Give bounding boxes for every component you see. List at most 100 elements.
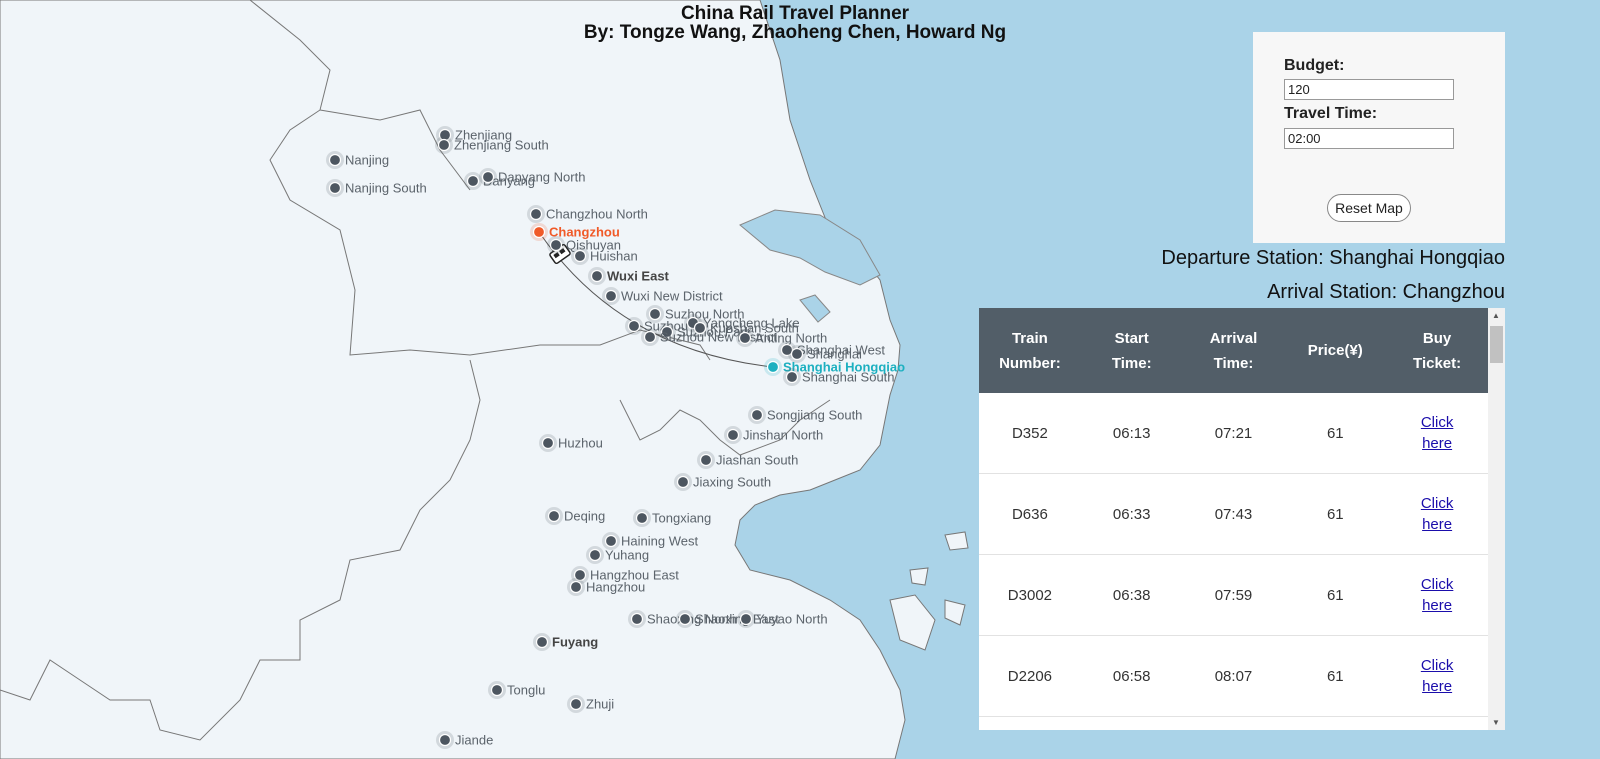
table-row: D636 06:33 07:43 61 Click here [979,473,1488,555]
station-marker[interactable] [678,612,692,626]
station-marker[interactable] [569,580,583,594]
station-marker[interactable] [532,225,546,239]
station-label: Danyang [483,174,535,189]
station-marker[interactable] [790,347,804,361]
station-marker[interactable] [726,428,740,442]
reset-map-button[interactable]: Reset Map [1327,194,1411,222]
station-marker[interactable] [630,612,644,626]
cell-start: 06:13 [1080,393,1183,474]
station-label: Nanjing South [345,181,427,196]
station-marker[interactable] [481,170,495,184]
station-label: Nanjing [345,153,389,168]
arrival-station-text: Arrival Station: Changzhou [1267,281,1505,303]
station-label: Deqing [564,509,605,524]
cell-start: 06:58 [1080,635,1183,717]
station-label: Hangzhou [586,580,645,595]
station-marker[interactable] [541,436,555,450]
cell-train: D352 [979,393,1081,474]
province-border [249,0,711,361]
link-text: here [1422,435,1453,452]
station-label: Jiashan South [716,453,798,468]
station-marker[interactable] [573,249,587,263]
station-marker[interactable] [328,181,342,195]
station-marker[interactable] [328,153,342,167]
column-header-line: Price(¥) [1307,342,1363,359]
province-border [619,399,831,456]
station-marker[interactable] [648,307,662,321]
cell-train: D2206 [979,635,1081,717]
station-marker[interactable] [588,548,602,562]
column-header-line: Train [1011,329,1048,347]
column-header-line: Time: [1111,354,1152,372]
buy-ticket-link[interactable]: Click here [1421,495,1454,533]
station-marker[interactable] [627,319,641,333]
cell-buy: Click here [1386,473,1488,555]
station-marker[interactable] [438,733,452,747]
station-marker[interactable] [437,138,451,152]
column-header: Start Time: [1080,308,1183,393]
budget-input[interactable] [1284,79,1454,100]
controls-panel: Budget: Travel Time: Reset Map [1253,32,1505,243]
station-marker[interactable] [739,612,753,626]
cell-train: D3002 [979,554,1081,636]
link-text: here [1422,597,1453,614]
station-marker[interactable] [529,207,543,221]
scroll-down-icon[interactable]: ▼ [1492,718,1500,727]
station-label: Changzhou North [546,207,648,222]
station-label: Shaoxing North [647,612,737,627]
station-marker[interactable] [604,289,618,303]
buy-ticket-link[interactable]: Click here [1421,576,1454,614]
cell-start: 06:38 [1080,554,1183,636]
station-marker[interactable] [766,360,780,374]
station-marker[interactable] [643,330,657,344]
station-label: Yuyao North [756,612,828,627]
station-marker[interactable] [549,238,563,252]
buy-ticket-link[interactable]: Click here [1421,657,1454,695]
scrollbar-thumb[interactable] [1490,326,1503,363]
station-marker[interactable] [785,370,799,384]
table-scrollbar[interactable]: ▲ ▼ [1488,308,1505,730]
link-text: Click [1420,495,1454,512]
column-header: Price(¥) [1284,308,1387,393]
station-marker[interactable] [604,534,618,548]
travel-time-label: Travel Time: [1284,105,1378,122]
column-header-line: Buy [1422,329,1452,347]
station-marker[interactable] [569,697,583,711]
station-label: Haining West [621,534,698,549]
cell-price: 61 [1284,635,1387,717]
station-marker[interactable] [699,453,713,467]
scroll-up-icon[interactable]: ▲ [1492,311,1500,320]
column-header: Buy Ticket: [1386,308,1488,393]
cell-buy: Click here [1386,393,1488,474]
station-marker[interactable] [535,635,549,649]
province-border [0,359,481,741]
link-text: here [1422,678,1453,695]
station-marker[interactable] [738,331,752,345]
station-marker[interactable] [660,325,674,339]
island [889,594,936,651]
column-header-line: Arrival [1209,329,1258,347]
station-marker[interactable] [750,408,764,422]
station-marker[interactable] [676,475,690,489]
cell-start: 06:33 [1080,473,1183,555]
station-marker[interactable] [573,568,587,582]
station-label: Anting North [755,331,827,346]
buy-ticket-link[interactable]: Click here [1421,414,1454,452]
station-label: Tonglu [507,683,545,698]
station-marker[interactable] [693,321,707,335]
station-label: Hangzhou East [590,568,679,583]
station-marker[interactable] [490,683,504,697]
station-marker[interactable] [547,509,561,523]
station-label: Shaoxing East [695,612,779,627]
lake [739,209,881,286]
station-label: Yuhang [605,548,649,563]
column-header-line: Start [1114,329,1149,347]
station-marker[interactable] [590,269,604,283]
travel-time-input[interactable] [1284,128,1454,149]
table-row: D2206 06:58 08:07 61 Click here [979,635,1488,717]
station-marker[interactable] [635,511,649,525]
station-label: Wuxi East [607,269,670,284]
station-marker[interactable] [466,174,480,188]
